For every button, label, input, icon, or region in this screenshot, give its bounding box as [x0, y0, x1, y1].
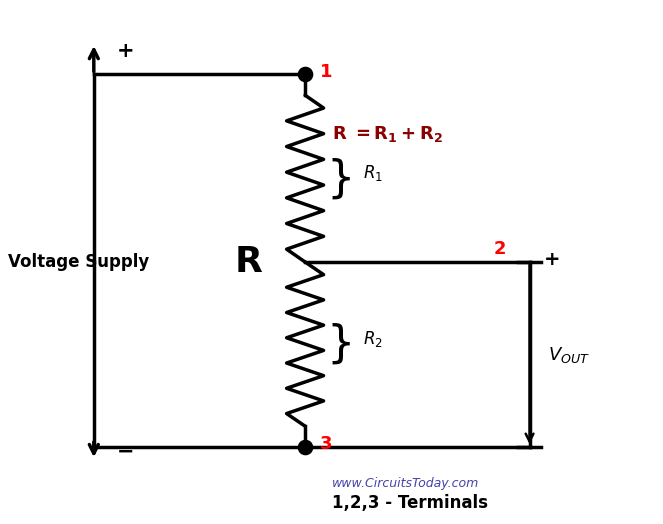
Point	[300, 443, 310, 451]
Text: 2: 2	[493, 240, 506, 258]
Text: +: +	[544, 250, 561, 269]
Text: }: }	[326, 157, 355, 200]
Text: Voltage Supply: Voltage Supply	[8, 253, 149, 271]
Text: www.CircuitsToday.com: www.CircuitsToday.com	[332, 477, 479, 490]
Text: 3: 3	[320, 435, 332, 453]
Text: 1,2,3 - Terminals: 1,2,3 - Terminals	[332, 494, 487, 512]
Text: −: −	[117, 441, 135, 461]
Text: }: }	[326, 323, 355, 366]
Text: $R_2$: $R_2$	[363, 329, 383, 349]
Text: $\mathbf{R\ =R_1+R_2}$: $\mathbf{R\ =R_1+R_2}$	[332, 124, 442, 144]
Text: $V_{OUT}$: $V_{OUT}$	[548, 344, 590, 365]
Text: $R_1$: $R_1$	[363, 163, 383, 183]
Point	[300, 70, 310, 79]
Text: +: +	[117, 41, 135, 61]
Text: R: R	[234, 245, 262, 279]
Text: 1: 1	[320, 63, 332, 81]
